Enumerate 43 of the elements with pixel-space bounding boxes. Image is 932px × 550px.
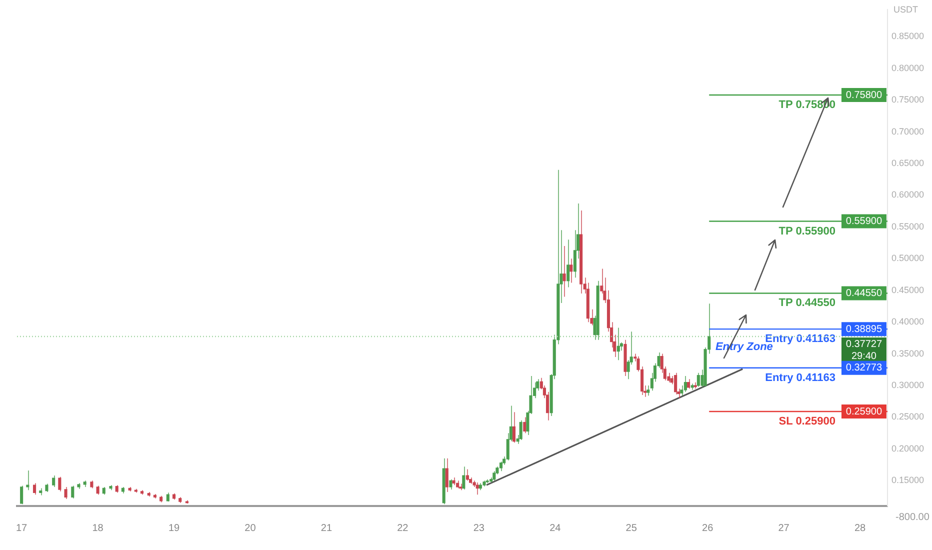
y-tick-label: 0.25000 — [891, 412, 924, 422]
annotation: 0.37727 — [846, 339, 882, 350]
y-tick-label: 0.45000 — [891, 284, 924, 295]
annotation: 0.38895 — [846, 324, 882, 335]
candlestick — [77, 482, 80, 490]
text: -800.00 — [896, 512, 930, 523]
ref-line-label: Entry 0.41163 — [765, 333, 836, 346]
y-tick-label: 0.75000 — [891, 94, 924, 105]
x-tick-label: 21 — [320, 522, 332, 534]
y-tick-label: 0.60000 — [891, 190, 924, 200]
annotation: 0.44550 — [846, 288, 882, 299]
ref-line-label: TP 0.55900 — [778, 225, 836, 238]
annotation: 0.32773 — [846, 362, 882, 374]
annotation: 0.25900 — [846, 406, 882, 418]
x-tick-label: 28 — [854, 522, 866, 534]
x-tick-label: 22 — [397, 522, 409, 534]
x-tick-label: 18 — [92, 522, 104, 534]
annotation: 0.55900 — [846, 216, 882, 227]
y-tick-label: 0.40000 — [891, 316, 924, 327]
x-tick-label: 26 — [702, 522, 714, 534]
x-tick-label: 27 — [778, 522, 790, 534]
y-tick-label: 0.20000 — [891, 443, 924, 454]
ref-line-label: Entry 0.41163 — [765, 372, 836, 384]
x-tick-label: 17 — [16, 522, 28, 534]
x-tick-label: 20 — [244, 522, 256, 534]
y-tick-label: 0.30000 — [891, 380, 924, 390]
x-tick-label: 24 — [550, 522, 562, 534]
y-tick-label: 0.15000 — [891, 475, 924, 486]
x-tick-label: 23 — [473, 522, 485, 534]
ref-line-label: TP 0.44550 — [778, 297, 836, 310]
annotation: 0.75800 — [846, 90, 882, 101]
y-tick-label: 0.80000 — [891, 62, 924, 73]
x-tick-label: 19 — [168, 522, 180, 534]
y-tick-label: 0.70000 — [891, 126, 924, 136]
y-tick-label: 0.85000 — [891, 31, 924, 42]
y-tick-label: 0.35000 — [891, 348, 924, 358]
ref-line-label: SL 0.25900 — [778, 416, 836, 428]
y-tick-label: 0.65000 — [891, 158, 924, 168]
annotation: 29:40 — [851, 351, 877, 362]
y-tick-label: 0.50000 — [891, 253, 924, 264]
x-tick-label: 25 — [626, 522, 638, 534]
y-axis-title: USDT — [893, 4, 918, 14]
y-tick-label: 0.55000 — [891, 221, 924, 232]
